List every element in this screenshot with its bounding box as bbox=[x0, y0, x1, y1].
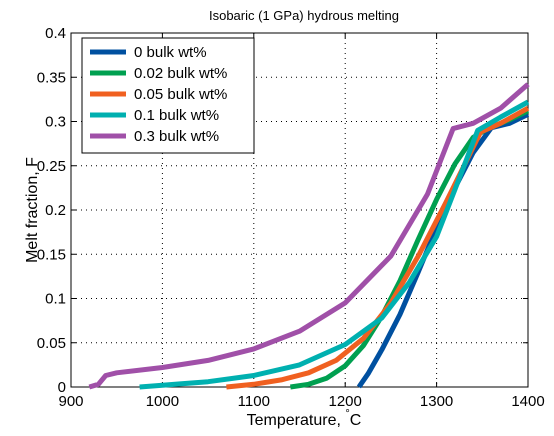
y-tick-label: 0.2 bbox=[45, 202, 66, 219]
legend-label: 0.05 bulk wt% bbox=[134, 86, 227, 103]
y-tick-label: 0.3 bbox=[45, 114, 66, 131]
y-axis-label: Melt fraction, F bbox=[24, 157, 41, 263]
x-tick-label: 1400 bbox=[511, 393, 544, 410]
series-line bbox=[290, 108, 530, 390]
legend-label: 0 bulk wt% bbox=[134, 44, 207, 61]
y-tick-label: 0 bbox=[58, 379, 66, 396]
x-tick-label: 1100 bbox=[238, 393, 270, 410]
x-axis-label-main: Temperature, bbox=[247, 412, 346, 429]
x-axis-label-unit: C bbox=[350, 412, 362, 429]
legend-label: 0.1 bulk wt% bbox=[134, 107, 219, 124]
x-axis-label-degree: ° bbox=[345, 408, 349, 420]
x-tick-label: 900 bbox=[58, 393, 83, 410]
grid bbox=[71, 33, 528, 387]
series-line bbox=[88, 82, 530, 390]
y-tick-label: 0.05 bbox=[37, 335, 66, 352]
chart-title: Isobaric (1 GPa) hydrous melting bbox=[209, 8, 399, 23]
y-tick-label: 0.1 bbox=[45, 291, 66, 308]
y-tick-label: 0.35 bbox=[37, 69, 66, 86]
y-tick-label: 0.15 bbox=[37, 246, 66, 263]
y-tick-label: 0.25 bbox=[37, 158, 66, 175]
axis-ticks: 900 1000 1100 1200 1300 1400 0 0.05 0.1 0.15 0.2 0.… bbox=[37, 25, 545, 410]
legend-label: 0.02 bulk wt% bbox=[134, 65, 227, 82]
legend: 0 bulk wt% 0.02 bulk wt% 0.05 bulk wt% 0.1 … bbox=[81, 37, 255, 154]
x-tick-label: 1300 bbox=[420, 393, 453, 410]
legend-label: 0.3 bulk wt% bbox=[134, 128, 219, 145]
x-axis-label: Temperature, °C bbox=[247, 408, 362, 429]
series-line bbox=[226, 106, 530, 390]
x-tick-label: 1200 bbox=[329, 393, 362, 410]
x-tick-label: 1000 bbox=[146, 393, 179, 410]
y-tick-label: 0.4 bbox=[45, 25, 66, 42]
series-line bbox=[139, 99, 530, 390]
data-series bbox=[88, 82, 530, 390]
